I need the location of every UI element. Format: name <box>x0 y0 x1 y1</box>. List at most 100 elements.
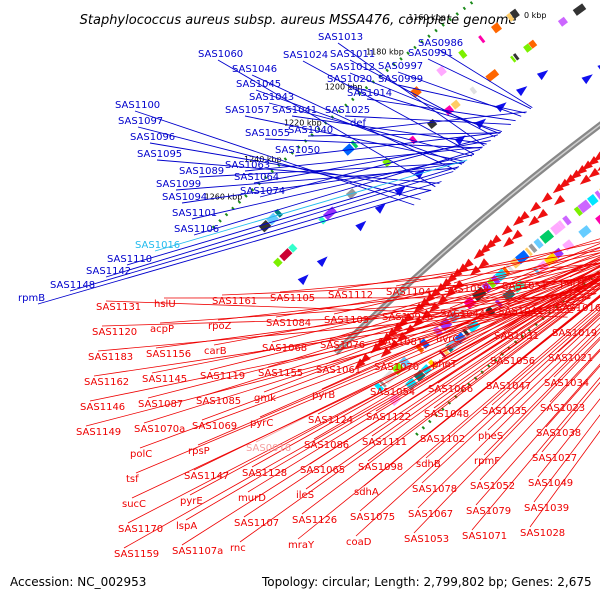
reverse-gene-arrow <box>445 287 457 298</box>
inner-feature-segment <box>502 288 516 302</box>
reverse-gene-label: SAS1054 <box>370 387 415 398</box>
reverse-leader-line <box>139 278 600 449</box>
forward-gene-label: SAS1025 <box>325 105 370 116</box>
reverse-gene-label: SAS1056 <box>490 356 535 367</box>
inner-feature-segment <box>415 343 425 354</box>
outer-feature-segment <box>350 140 359 149</box>
forward-gene-label: SAS1050 <box>275 145 320 156</box>
reverse-gene-label: SAS1155 <box>258 368 303 379</box>
reverse-leader-line <box>297 294 600 540</box>
reverse-leader-line <box>147 282 600 399</box>
reverse-gene-label: SAS1111 <box>362 437 407 448</box>
forward-gene-label: SAS1106 <box>174 224 219 235</box>
forward-gene-arrow <box>355 220 367 232</box>
reverse-gene-label: rpmF <box>474 456 500 467</box>
outer-feature-segment <box>557 16 568 27</box>
reverse-gene-label: sucC <box>122 499 146 510</box>
inner-feature-segment <box>573 206 583 217</box>
forward-leader-line <box>307 132 501 137</box>
outer-feature-segment <box>512 53 520 61</box>
reverse-gene-label: SAS1038 <box>536 428 581 439</box>
outer-feature-segment <box>279 248 293 262</box>
forward-gene-arrow <box>516 86 528 97</box>
reverse-gene-label: SAS1149 <box>76 427 121 438</box>
reverse-gene-arrow <box>518 211 530 222</box>
forward-gene-label: SAS1101 <box>172 208 217 219</box>
forward-leader-line <box>369 111 527 130</box>
forward-leader-line <box>346 84 503 133</box>
forward-gene-label: SAS1013 <box>318 32 363 43</box>
forward-gene-label: SAS1148 <box>50 280 95 291</box>
reverse-leader-line <box>89 298 591 402</box>
reverse-gene-arrow <box>541 192 553 203</box>
reverse-gene-label: SAS1183 <box>88 352 133 363</box>
forward-gene-label: SAS1064 <box>234 172 279 183</box>
reverse-gene-label: pyrE <box>180 496 203 507</box>
reverse-gene-arrow <box>462 258 474 269</box>
forward-gene-label: SAS1089 <box>179 166 224 177</box>
reverse-gene-label: SAS1122 <box>366 412 411 423</box>
forward-leader-line <box>175 167 458 191</box>
forward-leader-line <box>105 171 454 278</box>
forward-leader-line <box>253 140 491 184</box>
reverse-leader-line <box>387 252 600 337</box>
reverse-gene-label: pyrC <box>250 418 273 429</box>
inner-feature-segment <box>533 267 541 276</box>
forward-gene-label: SAS1099 <box>156 179 201 190</box>
reverse-leader-line <box>271 262 600 343</box>
inner-feature-segment <box>587 194 599 206</box>
outer-feature-segment <box>274 208 283 218</box>
reverse-leader-line <box>421 317 600 484</box>
forward-gene-arrow <box>374 203 386 214</box>
reverse-gene-label: SAS1048 <box>424 409 469 420</box>
forward-gene-arrow <box>297 274 309 286</box>
reverse-gene-arrow <box>391 322 403 334</box>
reverse-gene-label: SAS0016 <box>246 443 291 454</box>
kbp-tick-label: 1200 kbp <box>325 83 363 92</box>
reverse-gene-label: acpP <box>150 324 174 335</box>
forward-gene-label: SAS1095 <box>137 149 182 160</box>
forward-leader-line <box>294 132 501 157</box>
outer-feature-segment <box>485 68 500 82</box>
forward-leader-line <box>427 58 532 110</box>
reverse-gene-label: SAS1146 <box>80 402 125 413</box>
genome-backbone <box>333 121 600 355</box>
outer-feature-segment <box>288 243 298 253</box>
reverse-leader-line <box>201 271 600 421</box>
forward-leader-line <box>181 161 465 204</box>
reverse-gene-label: SAS1052 <box>470 481 515 492</box>
reverse-leader-line <box>301 288 600 515</box>
reverse-gene-label: SAS1084 <box>266 318 311 329</box>
reverse-leader-line <box>263 264 600 393</box>
forward-leader-line <box>337 42 485 147</box>
reverse-gene-label: SAS1058 <box>444 284 489 295</box>
reverse-gene-arrow <box>511 229 523 241</box>
reverse-leader-line <box>371 279 600 437</box>
forward-gene-label: SAS1043 <box>249 92 294 103</box>
inner-feature-segment <box>577 199 592 214</box>
reverse-gene-label: SAS1078 <box>412 484 457 495</box>
accession-text: Accession: NC_002953 <box>10 575 146 589</box>
forward-leader-line <box>268 102 473 157</box>
reverse-gene-arrow <box>375 337 387 349</box>
reverse-gene-arrow <box>484 239 496 250</box>
outer-feature-segment <box>572 3 587 16</box>
reverse-gene-label: tsf <box>126 474 139 485</box>
kbp-tick-label: 1160 kbp <box>408 13 446 22</box>
reverse-gene-arrow <box>413 302 425 314</box>
reverse-gene-label: carB <box>204 346 227 357</box>
reverse-gene-label: SAS1098 <box>358 462 403 473</box>
reverse-leader-line <box>135 278 600 474</box>
reverse-leader-line <box>247 275 600 493</box>
reverse-leader-line <box>123 278 600 549</box>
reverse-leader-line <box>205 271 600 396</box>
reverse-gene-label: SAS1126 <box>292 515 337 526</box>
reverse-gene-label: rnc <box>230 543 246 554</box>
forward-leader-line <box>291 115 487 145</box>
reverse-gene-label: SAS1081 <box>378 337 423 348</box>
reverse-leader-line <box>529 430 600 528</box>
reverse-leader-line <box>279 262 600 293</box>
reverse-gene-label: SAS1051 <box>502 281 547 292</box>
reverse-gene-arrow <box>402 312 414 324</box>
